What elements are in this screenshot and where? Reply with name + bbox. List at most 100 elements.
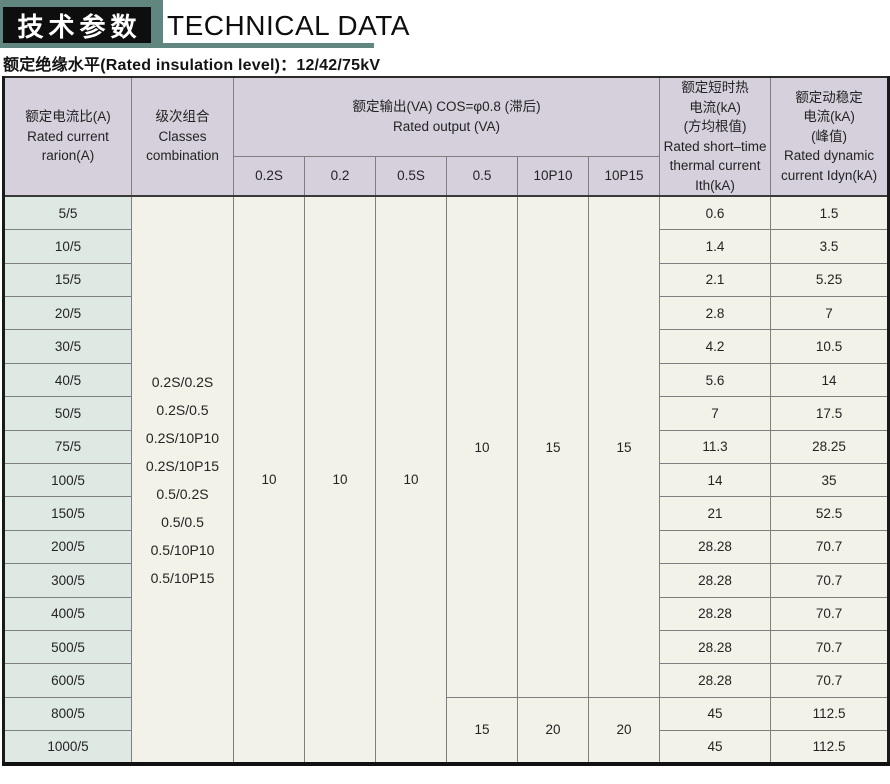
output-0-5-upper-cell: 10	[446, 195, 518, 698]
ratio-cell: 1000/5	[3, 730, 132, 765]
table-row: 300/5 28.28 70.7	[3, 563, 890, 598]
ith-cell: 2.1	[659, 262, 772, 298]
classes-combination-cell: 0.2S/0.2S 0.2S/0.5 0.2S/10P10 0.2S/10P15…	[131, 195, 234, 765]
ith-cell: 28.28	[659, 529, 772, 565]
ratio-cell: 300/5	[3, 563, 132, 598]
idyn-cell: 3.5	[770, 229, 890, 264]
ith-cell: 2.8	[659, 296, 772, 331]
header-rated-current-ratio: 额定电流比(A) Rated current rarion(A)	[3, 76, 132, 198]
ith-cell: 28.28	[659, 629, 772, 665]
ratio-cell: 400/5	[3, 596, 132, 631]
ith-cell: 4.2	[659, 329, 772, 364]
rated-insulation-level: 额定绝缘水平(Rated insulation level)：12/42/75k…	[3, 57, 381, 74]
output-0-2s-cell: 10	[233, 195, 305, 765]
idyn-cell: 70.7	[770, 563, 890, 598]
title-zh-box: 技术参数	[3, 7, 151, 44]
ith-cell: 1.4	[659, 229, 772, 264]
ith-cell: 21	[659, 496, 772, 531]
table-header: 额定电流比(A) Rated current rarion(A) 级次组合 Cl…	[3, 76, 890, 198]
subcol-0-5: 0.5	[446, 156, 518, 198]
subcol-0-5s: 0.5S	[375, 156, 447, 198]
idyn-cell: 17.5	[770, 396, 890, 431]
idyn-cell: 28.25	[770, 429, 890, 465]
ratio-cell: 200/5	[3, 529, 132, 565]
header-row-2: 0.2S 0.2 0.5S 0.5 10P10 10P15	[4, 156, 889, 198]
table-row: 10/5 1.4 3.5	[3, 229, 890, 264]
idyn-cell: 14	[770, 362, 890, 398]
title-en: TECHNICAL DATA	[167, 9, 410, 43]
table-row: 800/5 15 20 20 45 112.5	[3, 696, 890, 765]
ratio-cell: 50/5	[3, 396, 132, 431]
ratio-cell: 800/5	[3, 696, 132, 732]
subcol-10p10: 10P10	[517, 156, 589, 198]
table-row: 400/5 28.28 70.7	[3, 596, 890, 631]
idyn-cell: 70.7	[770, 596, 890, 631]
title-area: 技术参数 TECHNICAL DATA 额定绝缘水平(Rated insulat…	[0, 0, 890, 76]
subcol-10p15: 10P15	[587, 156, 661, 198]
ith-cell: 45	[659, 730, 772, 765]
idyn-cell: 112.5	[770, 696, 890, 732]
idyn-cell: 7	[770, 296, 890, 331]
title-zh: 技术参数	[17, 12, 142, 42]
header-dynamic-current: 额定动稳定 电流(kA) (峰值) Rated dynamic current …	[770, 76, 890, 198]
ratio-cell: 150/5	[3, 496, 132, 531]
table-row: 5/5 0.2S/0.2S 0.2S/0.5 0.2S/10P10 0.2S/1…	[3, 195, 890, 765]
header-rated-output: 额定输出(VA) COS=φ0.8 (滞后) Rated output (VA)	[232, 76, 661, 158]
table-row: 15/5 2.1 5.25	[3, 262, 890, 298]
idyn-cell: 70.7	[770, 663, 890, 698]
header-thermal-current: 额定短时热 电流(kA) (方均根值) Rated short–time the…	[659, 76, 772, 198]
ratio-cell: 10/5	[3, 229, 132, 264]
output-10p10-lower-cell: 20	[517, 696, 589, 765]
table-row: 20/5 2.8 7	[3, 296, 890, 331]
header-classes-combination: 级次组合 Classes combination	[131, 76, 234, 198]
ratio-cell: 5/5	[3, 195, 132, 231]
header-row-1: 额定电流比(A) Rated current rarion(A) 级次组合 Cl…	[3, 76, 890, 198]
output-0-2-cell: 10	[304, 195, 376, 765]
subcol-0-2s: 0.2S	[233, 156, 305, 198]
ratio-cell: 20/5	[3, 296, 132, 331]
subcol-0-2: 0.2	[304, 156, 376, 198]
output-0-5s-cell: 10	[375, 195, 447, 765]
ratio-cell: 15/5	[3, 262, 132, 298]
idyn-cell: 10.5	[770, 329, 890, 364]
ratio-cell: 75/5	[3, 429, 132, 465]
ith-cell: 28.28	[659, 663, 772, 698]
table-row: 1000/5 45 112.5	[3, 730, 890, 765]
table-row: 40/5 5.6 14	[3, 362, 890, 398]
ith-cell: 14	[659, 462, 772, 498]
idyn-cell: 70.7	[770, 529, 890, 565]
ratio-cell: 40/5	[3, 362, 132, 398]
ratio-cell: 500/5	[3, 629, 132, 665]
ratio-cell: 100/5	[3, 462, 132, 498]
ratio-cell: 30/5	[3, 329, 132, 364]
ith-cell: 5.6	[659, 362, 772, 398]
table-row: 75/5 11.3 28.25	[3, 429, 890, 465]
output-10p10-upper-cell: 15	[517, 195, 589, 698]
idyn-cell: 5.25	[770, 262, 890, 298]
table-row: 50/5 7 17.5	[3, 396, 890, 431]
table-body: 5/5 0.2S/0.2S 0.2S/0.5 0.2S/10P10 0.2S/1…	[3, 195, 890, 765]
ith-cell: 28.28	[659, 596, 772, 631]
table-row: 30/5 4.2 10.5	[3, 329, 890, 364]
table-row: 500/5 28.28 70.7	[3, 629, 890, 665]
table-row: 200/5 28.28 70.7	[3, 529, 890, 565]
idyn-cell: 112.5	[770, 730, 890, 765]
idyn-cell: 35	[770, 462, 890, 498]
idyn-cell: 52.5	[770, 496, 890, 531]
ith-cell: 7	[659, 396, 772, 431]
output-10p15-lower-cell: 20	[587, 696, 661, 765]
title-underline	[0, 43, 374, 48]
table-row: 600/5 28.28 70.7	[3, 663, 890, 698]
technical-data-table: 额定电流比(A) Rated current rarion(A) 级次组合 Cl…	[2, 76, 890, 767]
ith-cell: 45	[659, 696, 772, 732]
idyn-cell: 1.5	[770, 195, 890, 231]
output-0-5-lower-cell: 15	[446, 696, 518, 765]
ith-cell: 28.28	[659, 563, 772, 598]
ith-cell: 11.3	[659, 429, 772, 465]
table-row: 150/5 21 52.5	[3, 496, 890, 531]
table-row: 100/5 14 35	[3, 462, 890, 498]
output-10p15-upper-cell: 15	[587, 195, 661, 698]
ith-cell: 0.6	[659, 195, 772, 231]
ratio-cell: 600/5	[3, 663, 132, 698]
